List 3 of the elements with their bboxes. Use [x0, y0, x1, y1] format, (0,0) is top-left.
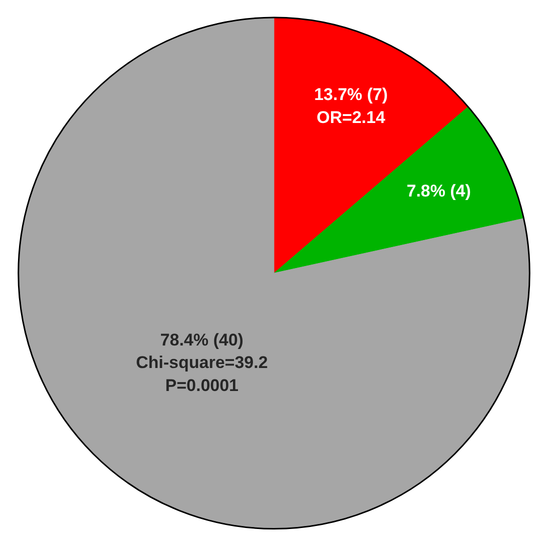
data-label: 7.8% (4) — [406, 182, 471, 201]
data-label: 13.7% (7) OR=2.14 — [314, 85, 388, 127]
data-label: 78.4% (40) Chi-square=39.2 P=0.0001 — [136, 330, 268, 396]
